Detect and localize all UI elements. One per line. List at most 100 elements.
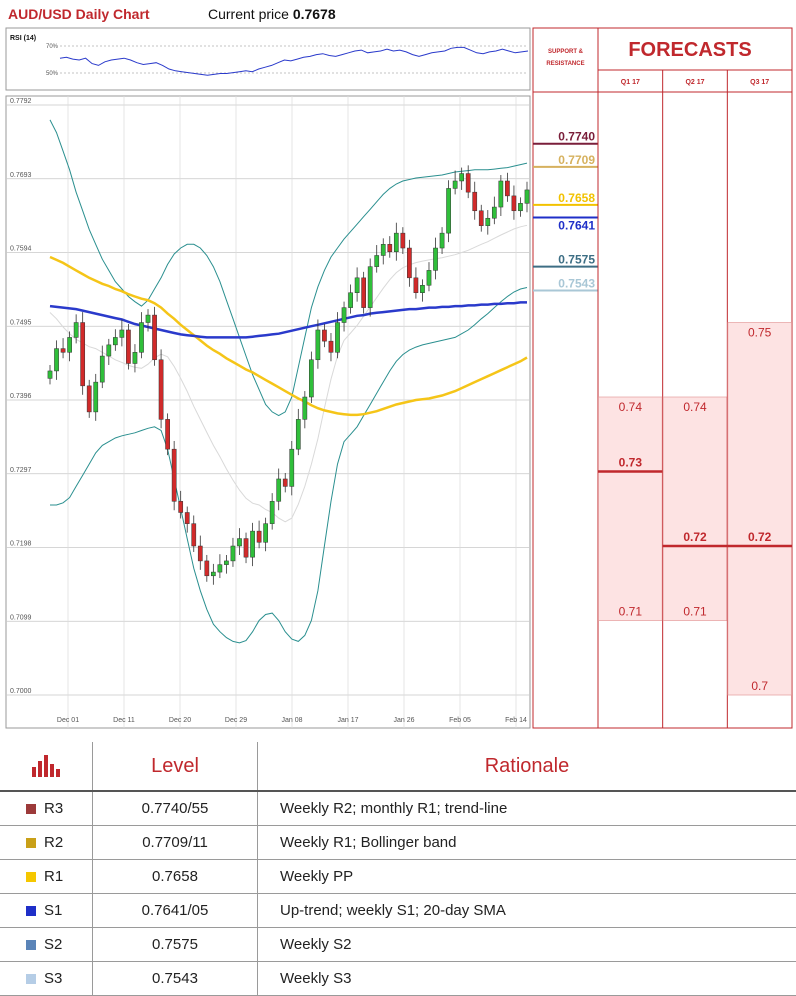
table-header-row: Level Rationale [0,742,796,791]
x-tick-label: Dec 11 [113,717,135,724]
support-header-line2: RESISTANCE [546,61,584,67]
level-value: 0.7709/11 [93,826,258,860]
row-name-cell: R1 [0,860,93,894]
level-value: 0.7575 [93,928,258,962]
candle [81,312,85,395]
level-value: 0.7658 [93,860,258,894]
header-icon-cell [0,742,93,791]
header-rationale: Rationale [258,742,796,791]
level-label-r2: 0.7709 [558,153,595,167]
y-tick-label: 0.7792 [10,98,32,105]
y-tick-label: 0.7594 [10,246,32,253]
level-label-s3: 0.7543 [558,276,595,290]
forecast-high-label: 0.74 [683,400,707,414]
candle [172,441,176,510]
forecast-high-label: 0.74 [619,400,643,414]
rsi-tick-70: 70% [46,44,59,50]
forecast-high-label: 0.75 [748,326,772,340]
candle [159,349,163,428]
y-tick-label: 0.7396 [10,393,32,400]
candle [126,324,130,369]
x-tick-label: Jan 08 [281,717,302,724]
level-name: S1 [44,902,62,919]
level-color-swatch [26,940,36,950]
price-panel [6,96,530,728]
rsi-label: RSI (14) [10,35,36,42]
level-name: R2 [44,834,63,851]
y-tick-label: 0.7198 [10,541,32,548]
x-axis-ticks: Dec 01 Dec 11 Dec 20 Dec 29 Jan 08 Jan 17 Jan … [57,717,527,724]
y-tick-label: 0.7000 [10,688,32,695]
level-rationale: Weekly S2 [258,928,796,962]
forecast-mid-label: 0.72 [683,530,707,544]
header-level: Level [93,742,258,791]
row-name-cell: S2 [0,928,93,962]
y-tick-label: 0.7693 [10,172,32,179]
candle [166,413,170,455]
forecast-low-label: 0.71 [619,605,643,619]
forecast-mid-label: 0.73 [619,456,643,470]
level-value: 0.7543 [93,962,258,996]
level-color-swatch [26,906,36,916]
candle [362,272,366,314]
level-name: R3 [44,800,63,817]
y-tick-label: 0.7099 [10,614,32,621]
level-rationale: Weekly R2; monthly R1; trend-line [258,791,796,826]
level-color-swatch [26,804,36,814]
y-tick-label: 0.7495 [10,319,32,326]
forecast-range [599,397,663,620]
row-name-cell: R3 [0,791,93,826]
x-tick-label: Dec 29 [225,717,247,724]
support-header-line1: SUPPORT & [548,49,584,55]
level-rationale: Weekly S3 [258,962,796,996]
forecast-low-label: 0.7 [751,679,768,693]
x-tick-label: Jan 26 [393,717,414,724]
chart-area: RSI (14) 70% 50% 0.7792 0.7693 0.7594 0.749… [0,0,796,735]
x-tick-label: Dec 01 [57,717,79,724]
level-label-r1: 0.7658 [558,191,595,205]
level-label-s1: 0.7641 [558,218,595,232]
row-name-cell: R2 [0,826,93,860]
forecast-low-label: 0.71 [683,605,707,619]
forecast-column-header: Q2 17 [685,79,704,86]
candle [152,307,156,366]
level-color-swatch [26,838,36,848]
row-name-cell: S1 [0,894,93,928]
x-tick-label: Jan 17 [337,717,358,724]
level-name: R1 [44,868,63,885]
level-value: 0.7641/05 [93,894,258,928]
forecast-column-header: Q1 17 [621,79,640,86]
x-tick-label: Dec 20 [169,717,191,724]
forecast-range [728,323,792,695]
level-name: S2 [44,936,62,953]
candle [368,258,372,316]
level-name: S3 [44,970,62,987]
level-color-swatch [26,872,36,882]
candle [446,180,450,242]
forecast-mid-label: 0.72 [748,530,772,544]
level-rationale: Up-trend; weekly S1; 20-day SMA [258,894,796,928]
y-tick-label: 0.7297 [10,467,32,474]
level-value: 0.7740/55 [93,791,258,826]
level-label-r3: 0.7740 [558,130,595,144]
forecast-title: FORECASTS [628,39,751,61]
bar-chart-icon [32,755,62,777]
level-rationale: Weekly R1; Bollinger band [258,826,796,860]
x-tick-label: Feb 14 [505,717,527,724]
forecast-range [663,397,727,620]
row-name-cell: S3 [0,962,93,996]
level-color-swatch [26,974,36,984]
level-rationale: Weekly PP [258,860,796,894]
forecast-column-header: Q3 17 [750,79,769,86]
level-label-s2: 0.7575 [558,253,595,267]
rsi-tick-50: 50% [46,71,59,77]
x-tick-label: Feb 05 [449,717,471,724]
